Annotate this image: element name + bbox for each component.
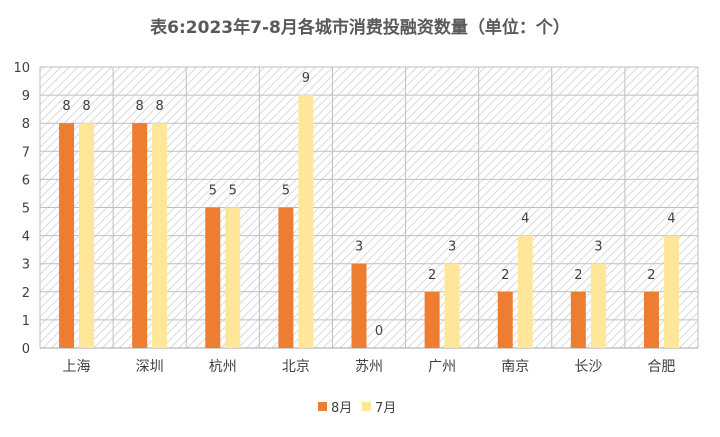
legend-label: 7月 — [375, 401, 396, 416]
data-label: 2 — [501, 268, 509, 283]
x-tick-label: 合肥 — [647, 359, 675, 375]
legend-swatch — [318, 402, 327, 411]
y-tick-label: 8 — [22, 117, 30, 132]
bar — [424, 291, 440, 348]
bar — [298, 95, 314, 348]
data-label: 3 — [355, 240, 363, 255]
data-label: 5 — [282, 184, 290, 199]
y-tick-label: 0 — [22, 342, 30, 357]
bar — [590, 263, 606, 348]
data-label: 2 — [574, 268, 582, 283]
y-tick-label: 2 — [22, 286, 30, 301]
bar — [132, 123, 148, 348]
y-tick-label: 7 — [22, 145, 30, 160]
data-label: 8 — [156, 99, 164, 114]
bar — [59, 123, 75, 348]
data-label: 8 — [62, 99, 70, 114]
y-tick-label: 10 — [13, 61, 30, 76]
x-tick-label: 南京 — [501, 359, 529, 375]
bar — [497, 291, 513, 348]
x-axis: 上海 深圳 杭州 北京 苏州 广州 南京 长沙 合肥 — [63, 359, 676, 375]
gridlines — [39, 66, 699, 349]
bar — [225, 207, 241, 348]
bar — [351, 263, 367, 348]
x-tick-label: 上海 — [63, 359, 91, 375]
x-tick-label: 广州 — [428, 359, 456, 375]
data-label: 8 — [136, 99, 144, 114]
data-label: 5 — [229, 184, 237, 199]
bar — [79, 123, 95, 348]
y-tick-label: 3 — [22, 258, 30, 273]
bar — [444, 263, 460, 348]
y-tick-label: 4 — [22, 230, 30, 245]
x-tick-label: 杭州 — [209, 359, 237, 375]
bar — [152, 123, 168, 348]
data-label: 3 — [594, 240, 602, 255]
data-label: 5 — [209, 184, 217, 199]
data-label: 4 — [667, 212, 675, 227]
x-tick-label: 苏州 — [355, 359, 383, 375]
legend-label: 8月 — [331, 401, 352, 416]
data-label: 2 — [647, 268, 655, 283]
bar — [278, 207, 294, 348]
data-label: 8 — [82, 99, 90, 114]
bar — [643, 291, 659, 348]
bar — [570, 291, 586, 348]
y-tick-label: 1 — [22, 314, 30, 329]
data-label: 9 — [302, 71, 310, 86]
legend-swatch — [362, 402, 371, 411]
data-label: 0 — [375, 324, 383, 339]
legend: 8月 7月 — [318, 401, 396, 416]
data-label: 4 — [521, 212, 529, 227]
chart-title: 表6:2023年7-8月各城市消费投融资数量（单位：个） — [150, 17, 570, 38]
bar — [517, 235, 533, 348]
bar — [205, 207, 221, 348]
x-tick-label: 北京 — [282, 359, 310, 375]
y-tick-label: 6 — [22, 173, 30, 188]
bar — [663, 235, 679, 348]
y-tick-label: 9 — [22, 89, 30, 104]
x-tick-label: 长沙 — [574, 359, 602, 375]
y-axis: 0 1 2 3 4 5 6 7 8 9 10 — [13, 61, 30, 357]
y-tick-label: 5 — [22, 202, 30, 217]
bars — [59, 95, 679, 348]
x-tick-label: 深圳 — [136, 359, 164, 375]
data-label: 2 — [428, 268, 436, 283]
data-label: 3 — [448, 240, 456, 255]
